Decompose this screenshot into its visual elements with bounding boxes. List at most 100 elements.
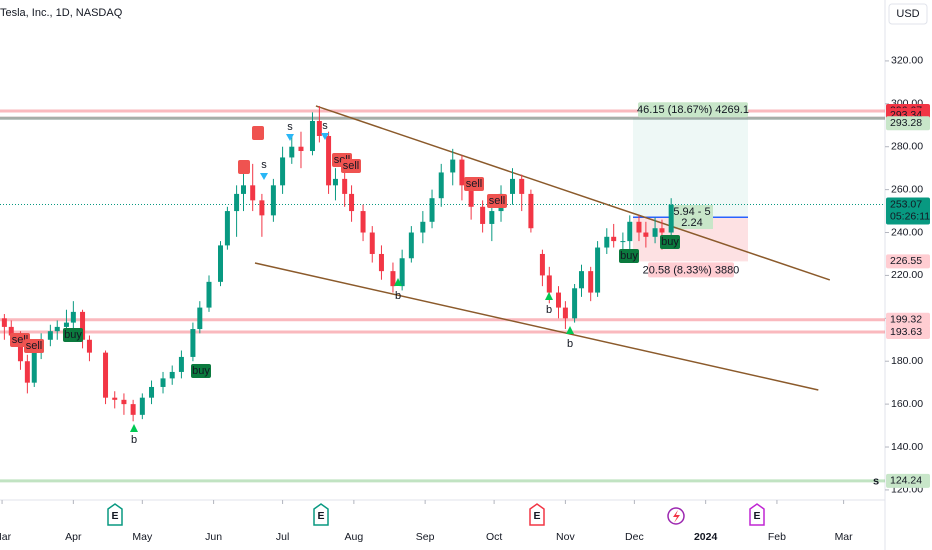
signal-badge <box>63 328 83 342</box>
candle-body <box>480 206 486 224</box>
stop-tag-bg <box>886 254 930 269</box>
x-tick-label: Feb <box>768 531 786 543</box>
y-tick-label: 280.00 <box>891 140 923 152</box>
ratio-label: 2.24 <box>681 217 702 229</box>
signal-label: buy <box>620 250 638 262</box>
candle-body <box>270 185 276 216</box>
countdown: 05:26:11 <box>890 210 930 222</box>
candle-body <box>627 221 633 242</box>
candle-body <box>636 221 642 233</box>
candle-body <box>546 275 552 293</box>
level-tag: 124.24 <box>890 475 922 487</box>
x-tick-label: Aug <box>345 531 364 543</box>
candle-body <box>528 193 534 229</box>
signal-label: sell <box>466 178 483 190</box>
candle-body <box>47 331 53 340</box>
target-label-bg <box>638 102 748 118</box>
level-tag-bg <box>886 324 930 339</box>
marker-label: s <box>261 159 267 171</box>
marker-label: b <box>395 290 401 302</box>
candle-body <box>206 281 212 308</box>
candle-body <box>519 178 525 194</box>
x-tick-label: Mar <box>0 531 12 543</box>
candle-body <box>234 193 240 212</box>
candle-body <box>54 326 60 332</box>
candle-body <box>408 232 414 259</box>
candle-body <box>668 204 674 233</box>
dividend-bolt <box>673 510 680 523</box>
candle-body <box>178 356 184 372</box>
signal-arrow <box>545 292 553 300</box>
candle-body <box>555 292 561 308</box>
candle-body <box>643 232 649 237</box>
y-tick-label: 240.00 <box>891 226 923 238</box>
signal-label: sell <box>489 195 506 207</box>
signal-badge <box>619 249 639 263</box>
earnings-icon <box>107 503 123 526</box>
signal-label: buy <box>64 329 82 341</box>
currency[interactable]: USD <box>896 8 919 20</box>
candle-body <box>378 253 384 272</box>
signal-label: sell <box>343 160 360 172</box>
pnl-bg <box>671 205 713 229</box>
marker-label: s <box>322 120 328 132</box>
candle-body <box>8 326 14 336</box>
candle-body <box>298 146 304 152</box>
candle-body <box>652 228 658 237</box>
candle-body <box>326 135 332 186</box>
stop-tag: 226.55 <box>890 255 922 267</box>
candle-body <box>562 307 568 319</box>
candle-body <box>139 397 145 415</box>
candle-body <box>70 311 76 323</box>
earnings-icon <box>749 503 765 526</box>
candle-body <box>459 159 465 186</box>
x-tick-label: 2024 <box>694 531 718 543</box>
signal-arrow <box>394 278 402 286</box>
x-tick-label: Sep <box>416 531 435 543</box>
candle-body <box>103 352 109 398</box>
y-tick-label: 140.00 <box>891 441 923 453</box>
x-tick-label: Apr <box>65 531 82 543</box>
candle-body <box>438 172 444 199</box>
stop-label: 20.58 (8.33%) 3880 <box>643 264 740 276</box>
y-tick-label: 260.00 <box>891 183 923 195</box>
candle-body <box>578 271 584 289</box>
x-tick-label: Jul <box>276 531 289 543</box>
candle-body <box>80 311 86 340</box>
candle-body <box>130 404 136 415</box>
axes: 120.00140.00160.00180.00200.00220.00240.… <box>0 55 930 543</box>
signal-arrow <box>286 134 294 141</box>
candle-body <box>620 241 626 243</box>
currency-button[interactable] <box>888 3 928 25</box>
level-tag: 199.32 <box>890 314 922 326</box>
level-tag: 293.28 <box>890 117 922 129</box>
alert-badge <box>252 126 264 140</box>
candle-body <box>316 120 322 136</box>
candle-body <box>280 157 286 186</box>
candle-body <box>31 352 37 383</box>
x-tick-label: Mar <box>835 531 854 543</box>
candle-body <box>572 288 578 319</box>
candle-body <box>399 258 405 287</box>
candle-body <box>112 397 118 400</box>
candle-body <box>450 159 456 173</box>
candle-body <box>588 271 594 293</box>
earnings-label: E <box>111 510 118 522</box>
y-tick-label: 320.00 <box>891 55 923 67</box>
candle-body <box>259 200 265 216</box>
candle-body <box>595 247 601 293</box>
candle-body <box>224 211 230 246</box>
candle-body <box>24 361 30 383</box>
x-tick-label: May <box>132 531 153 543</box>
marker-label: b <box>567 338 573 350</box>
earnings-label: E <box>533 510 540 522</box>
signal-arrow <box>130 424 138 432</box>
target-zone <box>633 118 748 218</box>
y-tick-label: 220.00 <box>891 269 923 281</box>
candle-body <box>121 399 127 405</box>
candle-body <box>510 178 516 194</box>
level-tag-bg <box>886 312 930 327</box>
candle-body <box>190 329 196 357</box>
